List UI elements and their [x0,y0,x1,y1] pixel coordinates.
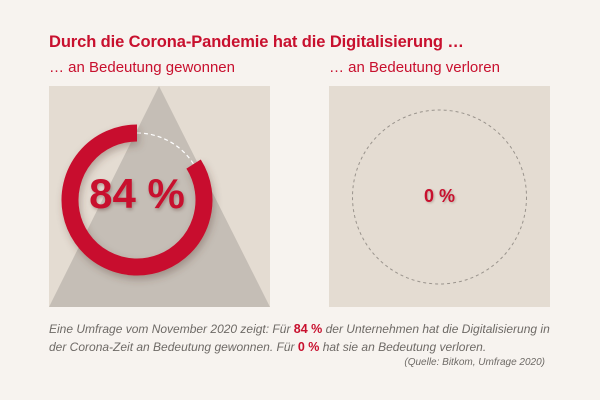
caption-text-3: hat sie an Bedeutung verloren. [319,340,487,354]
caption-highlight-lost: 0 % [297,340,320,354]
source-note: (Quelle: Bitkom, Umfrage 2020) [404,357,545,368]
chart-title: Durch die Corona-Pandemie hat die Digita… [49,33,464,51]
caption-text-1: Eine Umfrage vom November 2020 zeigt: Fü… [49,322,294,336]
lost-donut-chart [352,109,527,285]
value-label-lost: 0 % [423,186,456,206]
empty-ring [352,109,527,285]
gained-donut-chart [49,86,270,307]
caption-highlight-gained: 84 % [293,322,323,336]
gained-arc [61,124,213,276]
subtitle-lost: … an Bedeutung verloren [329,59,500,76]
panel-lost: 0 % [329,86,550,307]
caption: Eine Umfrage vom November 2020 zeigt: Fü… [49,320,564,356]
panel-gained: 84 % [49,86,270,307]
caption-text-2: der Unternehmen hat die Digitalisierung … [49,322,550,354]
subtitle-gained: … an Bedeutung gewonnen [49,59,235,76]
value-label-gained: 84 % [89,170,185,217]
